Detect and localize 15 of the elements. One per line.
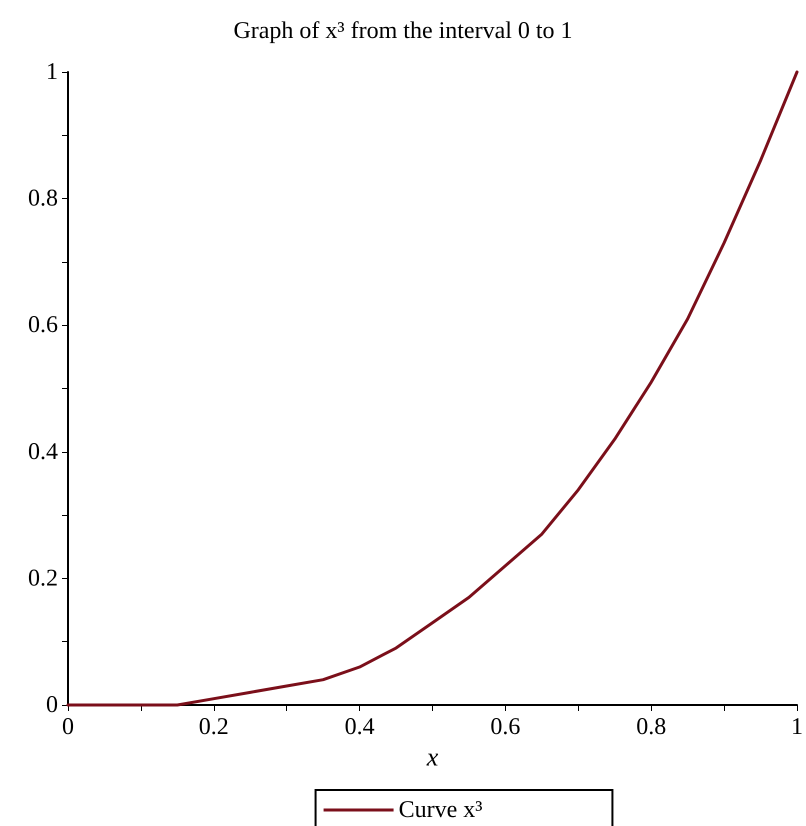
y-tick-label: 0.4: [28, 438, 58, 465]
x-axis-title: x: [426, 742, 439, 772]
y-tick-label: 0.8: [28, 186, 58, 212]
chart-title: Graph of x³ from the interval 0 to 1: [233, 18, 573, 44]
y-tick-label: 1: [46, 59, 58, 85]
y-tick-label: 0.6: [28, 312, 58, 338]
x-tick-label: 0: [62, 714, 74, 740]
x-tick-label: 0.8: [636, 714, 666, 740]
legend-label: Curve x³: [398, 797, 482, 823]
x-tick-label: 0.6: [490, 714, 520, 740]
x-tick-label: 0.2: [198, 714, 229, 740]
x-tick-label: 1: [791, 714, 803, 740]
y-tick-label: 0: [46, 692, 58, 718]
x-tick-label: 0.4: [344, 714, 375, 740]
y-tick-label: 0.2: [28, 565, 58, 592]
